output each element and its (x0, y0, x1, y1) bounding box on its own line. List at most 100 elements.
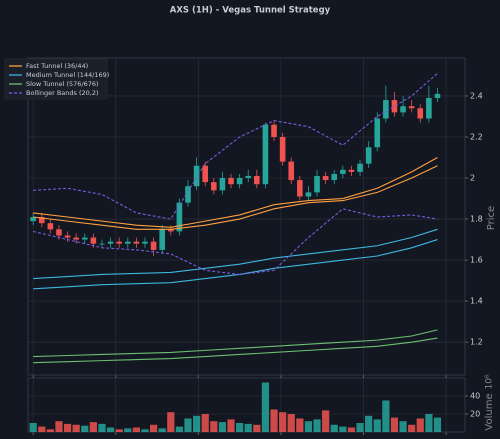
candle-body (202, 165, 209, 183)
candle-body (383, 100, 389, 119)
candle-body (167, 229, 174, 232)
candle-body (340, 169, 346, 174)
volume-bar (72, 424, 80, 432)
volume-bar (149, 424, 158, 432)
candle-body (107, 241, 114, 244)
volume-bar (356, 423, 364, 432)
volume-bar (201, 414, 209, 432)
candle-body (254, 175, 260, 185)
candle-body (271, 124, 277, 137)
volume-bar (390, 417, 399, 432)
candle-body (73, 237, 79, 240)
volume-bar (433, 417, 442, 432)
volume-bar (365, 415, 373, 432)
volume-bar (296, 418, 304, 432)
candle-body (314, 175, 320, 193)
candle-body (426, 98, 432, 119)
y-tick-label: 40 (470, 392, 480, 401)
volume-bar (244, 423, 252, 432)
tunnel-line (33, 157, 438, 228)
candle-body (193, 165, 200, 187)
volume-axis-label: Volume (484, 393, 495, 430)
plot-frame (27, 57, 466, 376)
candle-body (56, 229, 62, 236)
volume-bar (115, 429, 123, 432)
y-tick-label: 2.4 (470, 91, 483, 100)
candle-body (116, 241, 122, 244)
candle-body (219, 178, 226, 191)
candle-body (279, 136, 286, 162)
volume-bar (210, 421, 218, 432)
candle-body (391, 100, 398, 113)
volume-bar (55, 421, 63, 432)
candle-body (99, 243, 105, 245)
volume-bar (373, 419, 381, 432)
candle-body (150, 241, 157, 250)
volume-bar (313, 419, 321, 432)
volume-bar (279, 412, 287, 432)
volume-bar (287, 414, 295, 432)
volume-bar (193, 415, 201, 432)
volume-bar (124, 428, 132, 432)
tunnel-line (33, 329, 438, 358)
volume-bar (304, 421, 313, 432)
candle-body (228, 178, 234, 185)
volume-bar (416, 418, 424, 432)
candle-body (297, 180, 303, 197)
tunnel-line (33, 72, 438, 220)
volume-bar (425, 414, 433, 432)
candle-body (245, 175, 252, 179)
volume-bar (158, 428, 166, 432)
candle-body (64, 235, 71, 238)
candle-body (434, 93, 441, 99)
y-tick-label: 2.2 (470, 132, 483, 141)
volume-bar (175, 426, 184, 432)
candle-body (322, 175, 329, 181)
candle-body (90, 237, 97, 244)
volume-bar (106, 427, 115, 432)
volume-bar (236, 423, 244, 432)
legend: Fast Tunnel (36/44)Medium Tunnel (144/16… (4, 58, 109, 100)
volume-bar (339, 426, 347, 432)
y-tick-label: 20 (470, 410, 480, 419)
candle-body (185, 186, 191, 203)
volume-bar (46, 429, 54, 432)
y-tick-label: 2 (470, 174, 475, 183)
candle-body (408, 106, 415, 109)
candle-body (288, 161, 295, 181)
candle-body (159, 229, 165, 250)
volume-bar (29, 423, 37, 432)
volume-bar (253, 424, 261, 432)
tunnel-line (33, 228, 438, 280)
volume-bar (347, 427, 356, 432)
volume-bar (132, 427, 140, 432)
candle-body (47, 223, 54, 230)
candle-body (331, 173, 338, 181)
candle-body (236, 178, 243, 185)
candle-body (133, 241, 140, 244)
volume-bar (141, 429, 149, 432)
chart-title: AXS (1H) - Vegas Tunnel Strategy (170, 6, 331, 16)
volume-bar (408, 424, 416, 432)
legend-box (4, 58, 108, 100)
candle-body (81, 237, 88, 240)
candle-body (30, 217, 36, 222)
candle-body (124, 241, 131, 244)
candle-body (176, 202, 183, 232)
volume-scale-label: 10⁶ (485, 374, 495, 389)
volume-bar (270, 409, 278, 432)
candle-body (38, 217, 45, 224)
candle-body (262, 124, 269, 185)
y-tick-label: 1.2 (470, 338, 483, 347)
volume-bar (261, 382, 270, 432)
candle-body (211, 182, 217, 191)
candle-body (374, 118, 381, 148)
candle-body (365, 147, 372, 164)
volume-bar (330, 424, 338, 432)
candle-body (357, 163, 363, 172)
tunnel-line (33, 337, 438, 364)
candle-body (142, 241, 148, 244)
volume-bar (382, 400, 390, 432)
candle-body (417, 108, 424, 119)
